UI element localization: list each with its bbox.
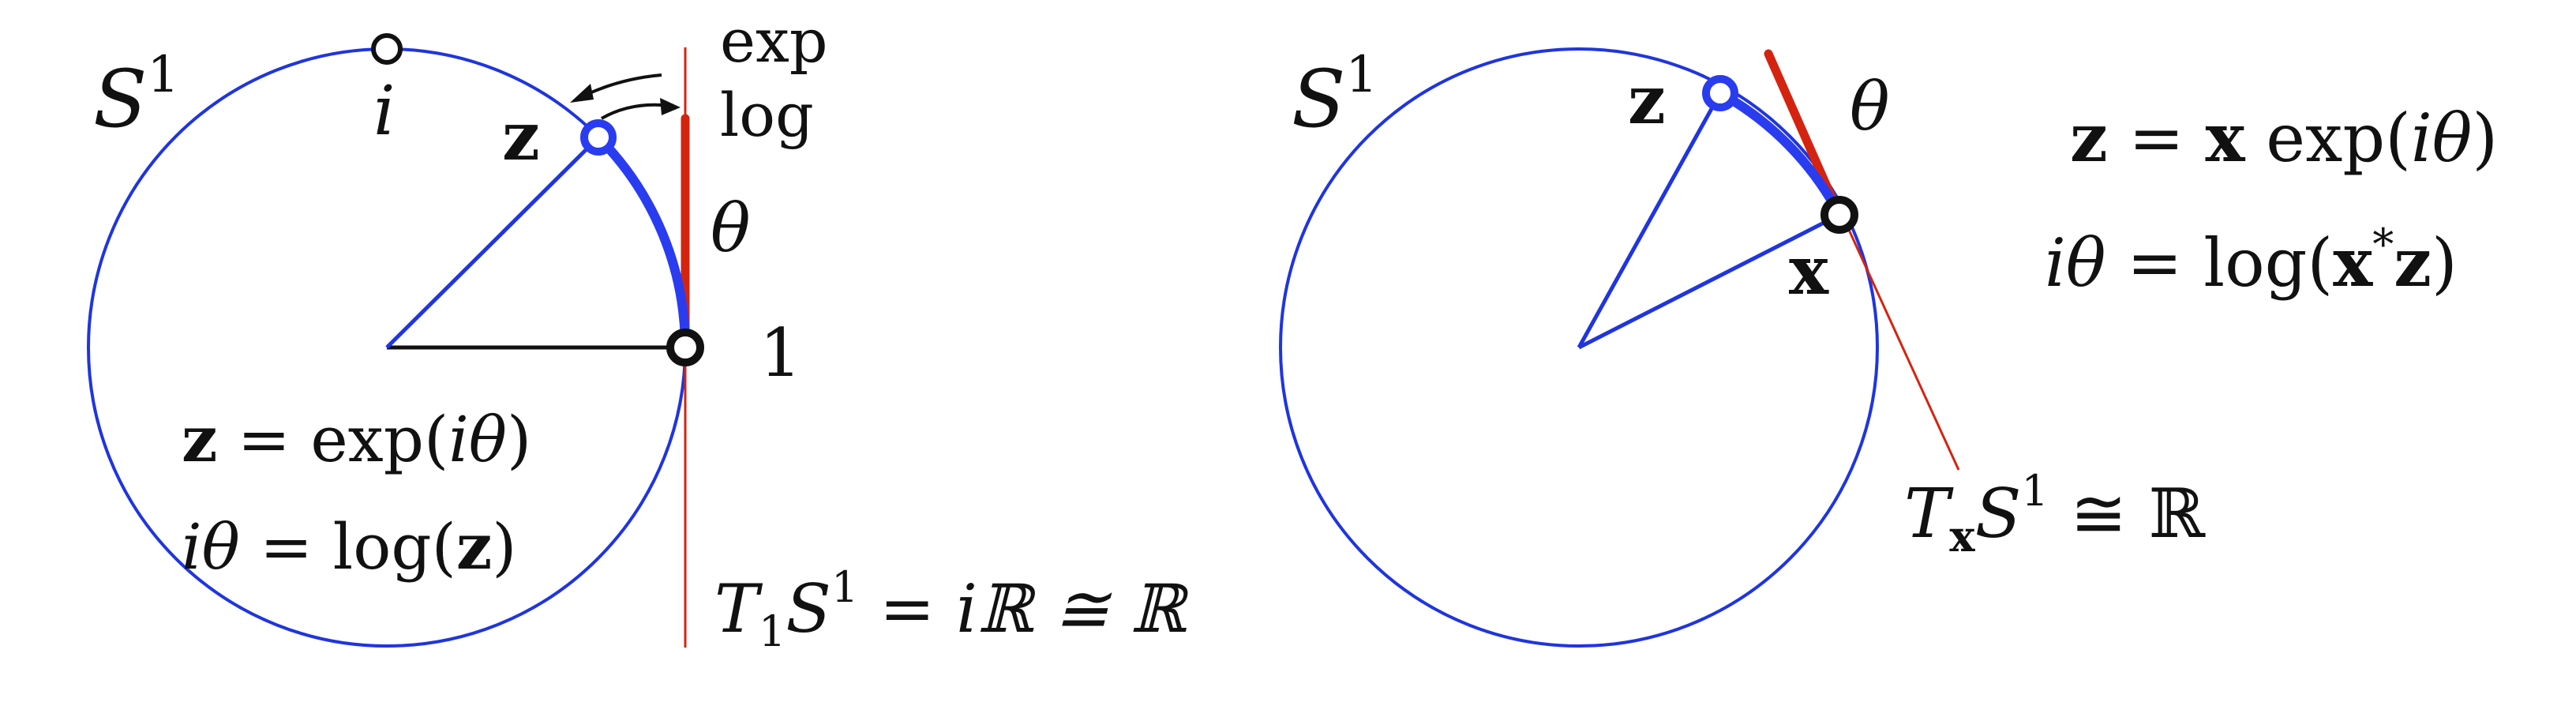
exp-arrowhead bbox=[570, 84, 594, 103]
right-panel: S1 z θ x z = x exp(iθ) iθ = log(x*z) TxS… bbox=[1279, 46, 2498, 648]
left-panel: S1 i z exp log θ 1 z = exp(iθ) iθ = log(… bbox=[87, 6, 1190, 656]
label-theta-right: θ bbox=[1850, 68, 1890, 145]
point-one-marker bbox=[666, 329, 704, 366]
point-x-marker bbox=[1820, 196, 1858, 234]
right-equation-exp: z = x exp(iθ) bbox=[2070, 99, 2498, 177]
left-arc-theta bbox=[594, 133, 690, 352]
left-radius-to-z bbox=[385, 136, 600, 349]
left-tangent-space-label: T1S1 = iℝ ≅ ℝ bbox=[714, 562, 1190, 656]
right-arc-theta bbox=[1715, 88, 1844, 220]
label-z-left: z bbox=[502, 97, 540, 175]
point-i-marker bbox=[371, 33, 403, 65]
label-exp: exp bbox=[720, 6, 828, 76]
right-tangent-space-label: TxS1 ≅ ℝ bbox=[1904, 466, 2206, 561]
log-arrow bbox=[600, 103, 672, 120]
label-i: i bbox=[373, 72, 396, 151]
point-z-marker bbox=[580, 119, 617, 156]
right-manifold-label: S1 bbox=[1292, 46, 1378, 145]
right-unit-circle bbox=[1279, 47, 1879, 648]
right-radius-to-x bbox=[1577, 212, 1841, 350]
label-one: 1 bbox=[759, 314, 801, 392]
left-equation-log: iθ = log(z) bbox=[182, 509, 516, 584]
left-manifold-label: S1 bbox=[93, 46, 179, 145]
label-theta-left: θ bbox=[711, 190, 751, 267]
label-z-right: z bbox=[1628, 61, 1666, 139]
right-equation-log: iθ = log(x*z) bbox=[2045, 220, 2458, 302]
label-log: log bbox=[720, 80, 814, 150]
point-z-marker-right bbox=[1702, 75, 1738, 111]
left-equation-exp: z = exp(iθ) bbox=[182, 402, 531, 476]
right-radius-to-z bbox=[1577, 92, 1723, 349]
label-x: x bbox=[1789, 231, 1829, 310]
log-arrowhead bbox=[660, 98, 681, 115]
